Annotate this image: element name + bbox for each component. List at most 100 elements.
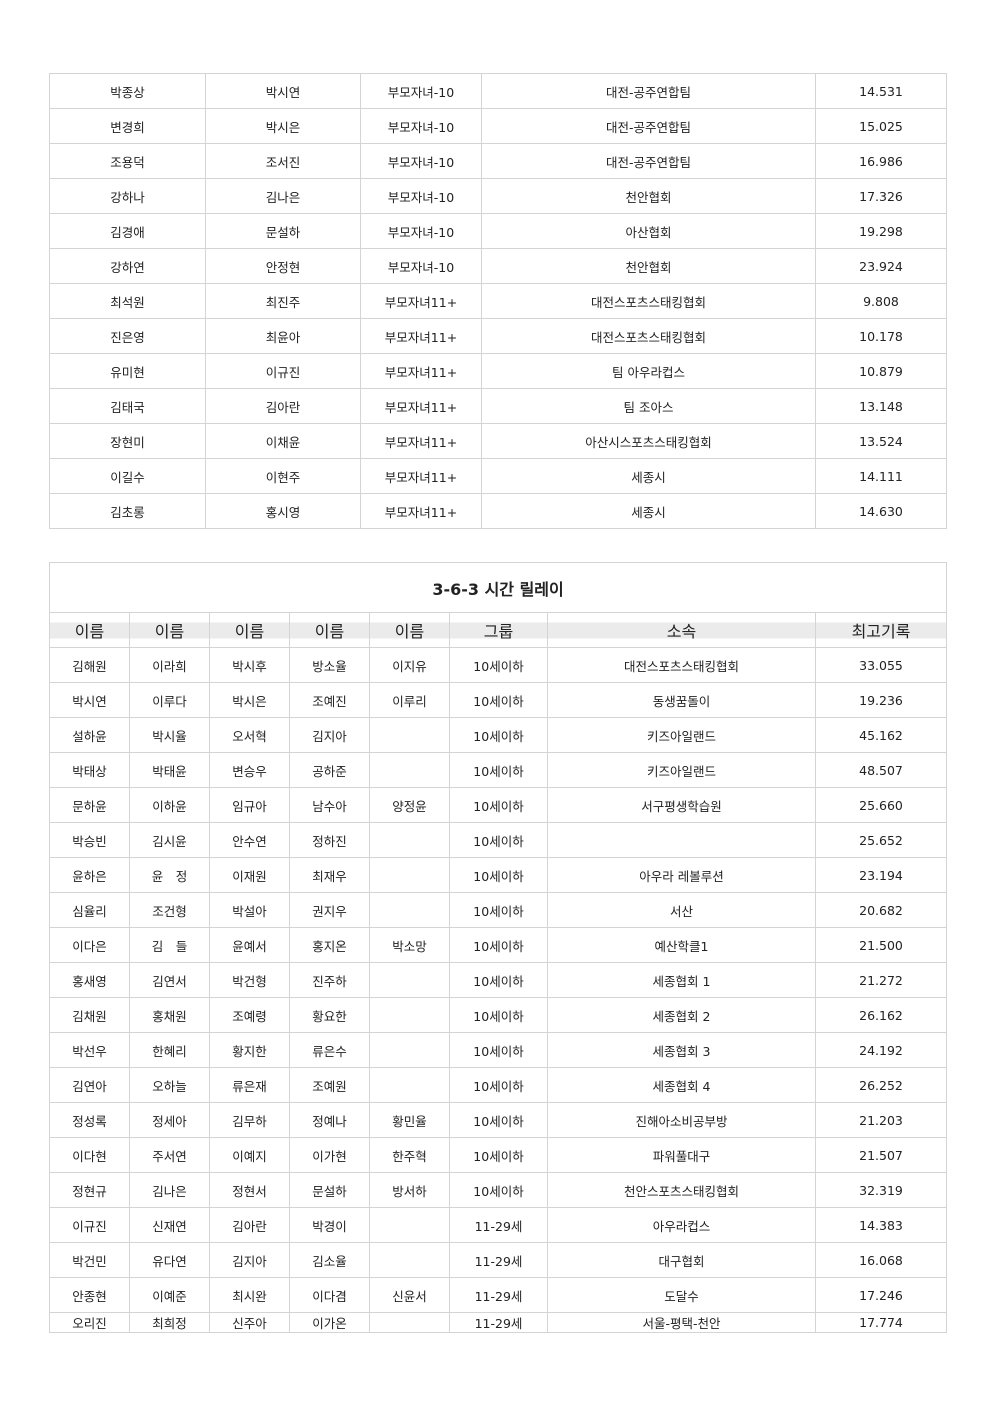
best-record-cell: 17.246 (814, 1277, 948, 1313)
parent-name-cell: 변경희 (49, 108, 206, 144)
member-3-cell: 임규아 (209, 787, 290, 823)
affiliation-cell: 동생꿈돌이 (547, 682, 816, 718)
group-cell: 10세이하 (449, 962, 548, 998)
child-name-cell: 박시연 (205, 73, 361, 109)
affiliation-cell: 대전-공주연합팀 (481, 73, 816, 109)
member-4-cell: 박경이 (289, 1207, 370, 1243)
column-header: 이름 (209, 612, 290, 648)
best-record-cell: 14.630 (815, 493, 947, 529)
child-name-cell: 조서진 (205, 143, 361, 179)
parent-name-cell: 강하나 (49, 178, 206, 214)
member-3-cell: 류은재 (209, 1067, 290, 1103)
member-4-cell: 이가온 (289, 1312, 370, 1333)
member-2-cell: 주서연 (129, 1137, 210, 1173)
member-3-cell: 최시완 (209, 1277, 290, 1313)
table-row: 유미현 이규진 부모자녀11+ 팀 아우라컵스 10.879 (49, 353, 947, 389)
group-cell: 10세이하 (449, 717, 548, 753)
member-3-cell: 박시후 (209, 647, 290, 683)
child-name-cell: 이채윤 (205, 423, 361, 459)
member-1-cell: 오리진 (49, 1312, 130, 1333)
member-1-cell: 정성록 (49, 1102, 130, 1138)
member-3-cell: 김무하 (209, 1102, 290, 1138)
group-cell: 부모자녀11+ (360, 423, 482, 459)
table-row: 김경애 문설하 부모자녀-10 아산협회 19.298 (49, 213, 947, 249)
parent-name-cell: 유미현 (49, 353, 206, 389)
table-row: 김해원 이라희 박시후 방소율 이지유 10세이하 대전스포츠스태킹협회 33.055 (49, 647, 948, 683)
table-row: 박건민 유다연 김지아 김소율 11-29세 대구협회 16.068 (49, 1242, 948, 1278)
member-4-cell: 조예원 (289, 1067, 370, 1103)
member-5-cell: 황민율 (369, 1102, 450, 1138)
member-3-cell: 윤예서 (209, 927, 290, 963)
group-cell: 10세이하 (449, 787, 548, 823)
best-record-cell: 25.652 (814, 822, 948, 858)
member-2-cell: 김시윤 (129, 822, 210, 858)
child-name-cell: 김아란 (205, 388, 361, 424)
affiliation-cell (547, 822, 816, 858)
member-1-cell: 박승빈 (49, 822, 130, 858)
member-4-cell: 조예진 (289, 682, 370, 718)
member-5-cell (369, 1067, 450, 1103)
member-4-cell: 이가현 (289, 1137, 370, 1173)
best-record-cell: 19.236 (814, 682, 948, 718)
affiliation-cell: 서울-평택-천안 (547, 1312, 816, 1333)
member-5-cell (369, 997, 450, 1033)
member-5-cell (369, 822, 450, 858)
column-header: 이름 (289, 612, 370, 648)
table-row: 김태국 김아란 부모자녀11+ 팀 조아스 13.148 (49, 388, 947, 424)
best-record-cell: 19.298 (815, 213, 947, 249)
group-cell: 부모자녀-10 (360, 108, 482, 144)
column-header: 이름 (49, 612, 130, 648)
best-record-cell: 17.774 (814, 1312, 948, 1333)
affiliation-cell: 대전스포츠스태킹협회 (481, 283, 816, 319)
member-1-cell: 심율리 (49, 892, 130, 928)
affiliation-cell: 파워풀대구 (547, 1137, 816, 1173)
affiliation-cell: 세종시 (481, 458, 816, 494)
best-record-cell: 15.025 (815, 108, 947, 144)
member-4-cell: 정예나 (289, 1102, 370, 1138)
best-record-cell: 13.148 (815, 388, 947, 424)
child-name-cell: 최윤아 (205, 318, 361, 354)
member-3-cell: 김지아 (209, 1242, 290, 1278)
child-name-cell: 이현주 (205, 458, 361, 494)
member-5-cell: 신윤서 (369, 1277, 450, 1313)
column-header: 그룹 (449, 612, 548, 648)
member-2-cell: 박시율 (129, 717, 210, 753)
table-row: 문하윤 이하윤 임규아 남수아 양정윤 10세이하 서구평생학습원 25.660 (49, 787, 948, 823)
member-3-cell: 변승우 (209, 752, 290, 788)
member-5-cell: 박소망 (369, 927, 450, 963)
member-3-cell: 이예지 (209, 1137, 290, 1173)
affiliation-cell: 천안협회 (481, 248, 816, 284)
member-1-cell: 이다은 (49, 927, 130, 963)
affiliation-cell: 대전스포츠스태킹협회 (547, 647, 816, 683)
child-name-cell: 문설하 (205, 213, 361, 249)
member-3-cell: 오서혁 (209, 717, 290, 753)
member-1-cell: 이다현 (49, 1137, 130, 1173)
affiliation-cell: 천안스포츠스태킹협회 (547, 1172, 816, 1208)
child-name-cell: 안정현 (205, 248, 361, 284)
member-4-cell: 권지우 (289, 892, 370, 928)
affiliation-cell: 키즈아일랜드 (547, 752, 816, 788)
parent-name-cell: 조용덕 (49, 143, 206, 179)
group-cell: 10세이하 (449, 927, 548, 963)
member-4-cell: 이다겸 (289, 1277, 370, 1313)
parent-name-cell: 김태국 (49, 388, 206, 424)
affiliation-cell: 팀 아우라컵스 (481, 353, 816, 389)
parent-name-cell: 김초롱 (49, 493, 206, 529)
best-record-cell: 14.383 (814, 1207, 948, 1243)
table-row: 설하윤 박시율 오서혁 김지아 10세이하 키즈아일랜드 45.162 (49, 717, 948, 753)
group-cell: 10세이하 (449, 997, 548, 1033)
table-row: 윤하은 윤 정 이재원 최재우 10세이하 아우라 레볼루션 23.194 (49, 857, 948, 893)
table-row: 이규진 신재연 김아란 박경이 11-29세 아우라컵스 14.383 (49, 1207, 948, 1243)
column-header: 이름 (369, 612, 450, 648)
group-cell: 10세이하 (449, 1102, 548, 1138)
relay-results-table: 3-6-3 시간 릴레이 이름 이름 이름 이름 이름 그룹 소속 최고기록 김해원 이라희 박시… (48, 562, 948, 1333)
affiliation-cell: 대전-공주연합팀 (481, 143, 816, 179)
member-1-cell: 김해원 (49, 647, 130, 683)
table-row: 김채원 홍채원 조예령 황요한 10세이하 세종협회 2 26.162 (49, 997, 948, 1033)
member-4-cell: 공하준 (289, 752, 370, 788)
affiliation-cell: 대구협회 (547, 1242, 816, 1278)
child-name-cell: 박시은 (205, 108, 361, 144)
table-row: 강하연 안정현 부모자녀-10 천안협회 23.924 (49, 248, 947, 284)
group-cell: 11-29세 (449, 1207, 548, 1243)
parent-name-cell: 장현미 (49, 423, 206, 459)
